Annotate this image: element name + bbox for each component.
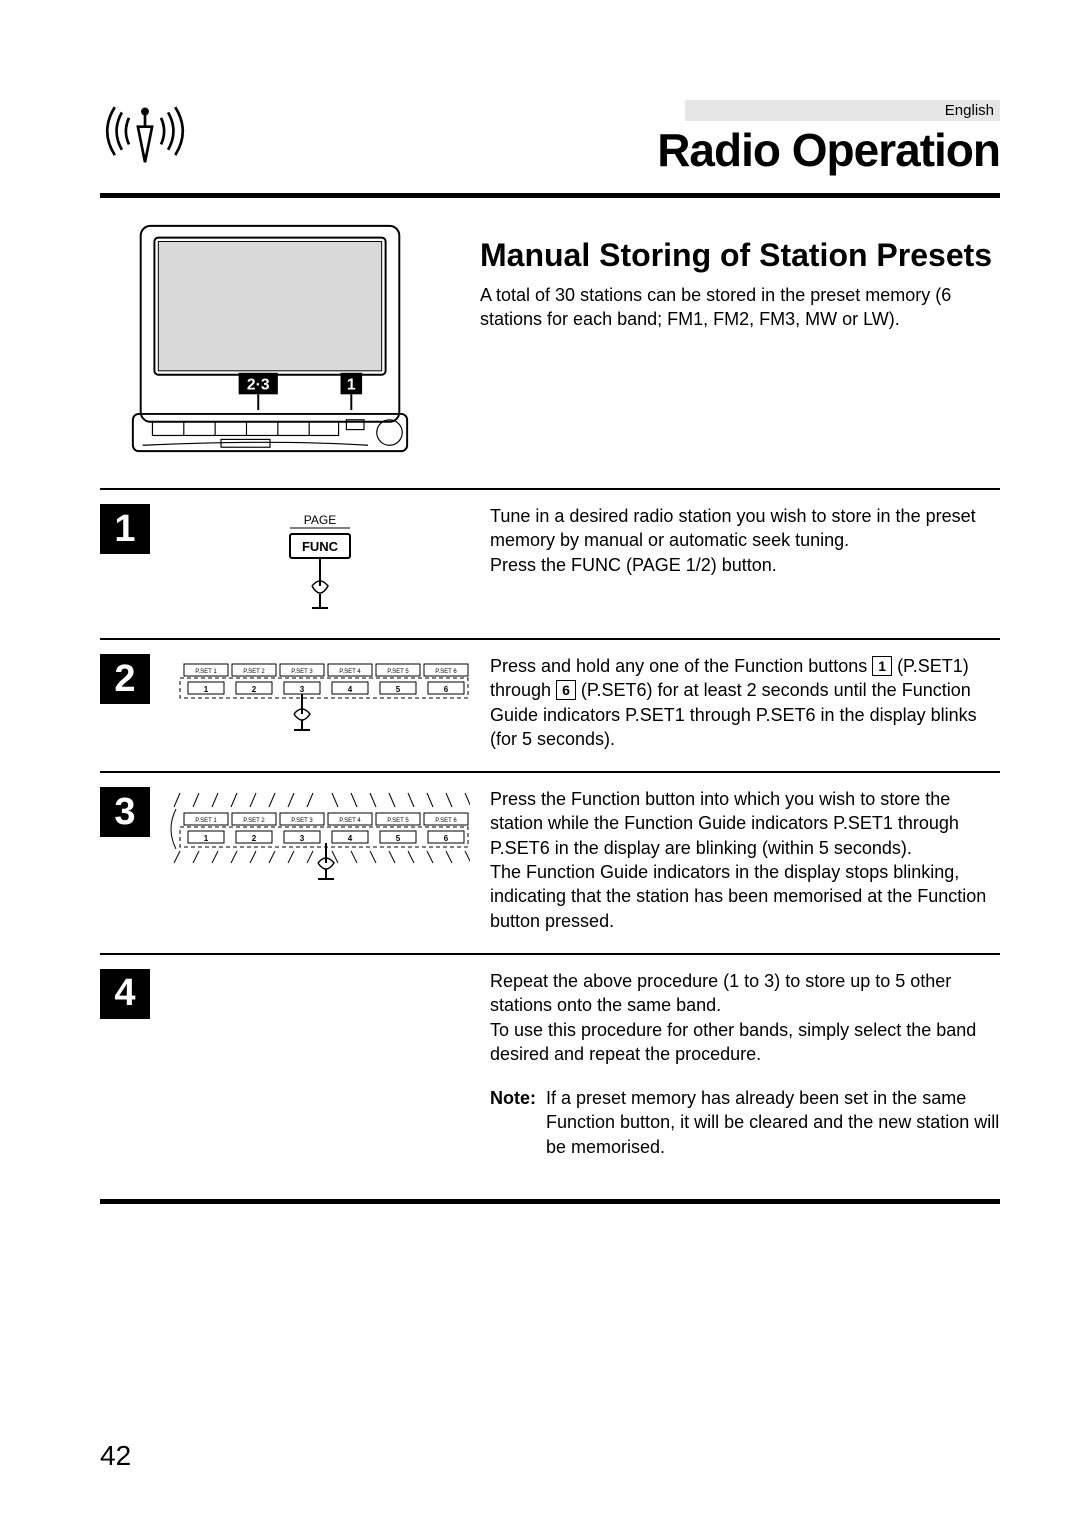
step-2: 2 P.SET 11P.SET 22P.SET 33P.SET 44P.SET … (100, 638, 1000, 751)
step-number: 4 (100, 969, 150, 1019)
key-6: 6 (556, 680, 576, 700)
step-4: 4 Repeat the above procedure (1 to 3) to… (100, 953, 1000, 1066)
step-4-text-b: To use this procedure for other bands, s… (490, 1018, 1000, 1067)
footer-rule (100, 1199, 1000, 1204)
note-block: Note: If a preset memory has already bee… (490, 1086, 1000, 1159)
step-1-text-a: Tune in a desired radio station you wish… (490, 504, 1000, 553)
page-number: 42 (100, 1440, 131, 1472)
step-3-text-b: The Function Guide indicators in the dis… (490, 860, 1000, 933)
svg-text:1: 1 (347, 376, 356, 393)
svg-text:P.SET 4: P.SET 4 (339, 669, 361, 675)
intro-row: 2·3 1 Manual Storing of Station Presets (100, 218, 1000, 458)
svg-text:2·3: 2·3 (247, 376, 270, 393)
step-4-illustration (170, 969, 470, 1066)
svg-text:P.SET 3: P.SET 3 (291, 669, 313, 675)
step-1-text-b: Press the FUNC (PAGE 1/2) button. (490, 553, 1000, 577)
svg-text:P.SET 1: P.SET 1 (195, 818, 217, 824)
step-1-illustration: PAGE FUNC (170, 504, 470, 618)
antenna-icon (100, 100, 190, 185)
step-3-illustration: P.SET 1 1 P.SET 2 2 P.SET 3 3 P.SET 4 4 P.SET 5 5… (170, 787, 470, 933)
step-4-text: Repeat the above procedure (1 to 3) to s… (490, 969, 1000, 1066)
page-header: English Radio Operation (100, 100, 1000, 185)
svg-text:5: 5 (396, 685, 401, 694)
svg-text:P.SET 5: P.SET 5 (387, 818, 409, 824)
step-2-text: Press and hold any one of the Function b… (490, 654, 1000, 751)
language-label: English (685, 100, 1000, 121)
device-illustration: 2·3 1 (100, 218, 440, 458)
step-3-text: Press the Function button into which you… (490, 787, 1000, 933)
section-intro: A total of 30 stations can be stored in … (480, 283, 1000, 332)
svg-text:1: 1 (204, 685, 209, 694)
key-1: 1 (872, 656, 892, 676)
svg-text:3: 3 (300, 685, 305, 694)
svg-text:P.SET 4: P.SET 4 (339, 818, 361, 824)
note-text: If a preset memory has already been set … (546, 1086, 1000, 1159)
title-block: English Radio Operation (190, 100, 1000, 177)
step-3: 3 P.SET 11P.SET 22P.SET 33P.SET 44P.SET … (100, 771, 1000, 933)
page-title: Radio Operation (190, 123, 1000, 177)
svg-text:4: 4 (348, 834, 353, 843)
header-rule (100, 193, 1000, 198)
step-1: 1 PAGE FUNC Tune in a desired radio stat… (100, 488, 1000, 618)
svg-text:P.SET 6: P.SET 6 (435, 669, 457, 675)
svg-text:5: 5 (396, 834, 401, 843)
svg-text:2: 2 (252, 834, 257, 843)
svg-text:1: 1 (204, 834, 209, 843)
svg-text:4: 4 (348, 685, 353, 694)
svg-text:P.SET 2: P.SET 2 (243, 669, 265, 675)
svg-text:P.SET 1: P.SET 1 (195, 669, 217, 675)
svg-text:3: 3 (300, 834, 305, 843)
step-number: 3 (100, 787, 150, 837)
intro-text: Manual Storing of Station Presets A tota… (480, 218, 1000, 458)
svg-text:P.SET 5: P.SET 5 (387, 669, 409, 675)
svg-text:P.SET 6: P.SET 6 (435, 818, 457, 824)
note-label: Note: (490, 1086, 536, 1159)
step-number: 2 (100, 654, 150, 704)
svg-text:6: 6 (444, 834, 449, 843)
section-title: Manual Storing of Station Presets (480, 238, 1000, 273)
svg-text:2: 2 (252, 685, 257, 694)
step-2-illustration: P.SET 1 1 P.SET 2 2 P.SET 3 3 P.SET 4 4 P.SET 5 5… (170, 654, 470, 751)
svg-text:P.SET 2: P.SET 2 (243, 818, 265, 824)
step-3-text-a: Press the Function button into which you… (490, 787, 1000, 860)
svg-text:6: 6 (444, 685, 449, 694)
svg-text:PAGE: PAGE (304, 513, 336, 527)
step-1-text: Tune in a desired radio station you wish… (490, 504, 1000, 618)
step-4-text-a: Repeat the above procedure (1 to 3) to s… (490, 969, 1000, 1018)
svg-text:P.SET 3: P.SET 3 (291, 818, 313, 824)
step-number: 1 (100, 504, 150, 554)
svg-text:FUNC: FUNC (302, 539, 339, 554)
